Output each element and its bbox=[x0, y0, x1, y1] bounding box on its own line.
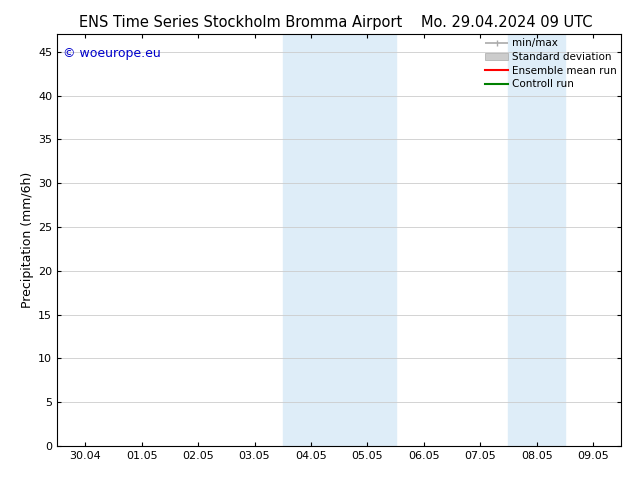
Bar bbox=[508, 34, 565, 446]
Y-axis label: Precipitation (mm/6h): Precipitation (mm/6h) bbox=[21, 172, 34, 308]
Bar bbox=[283, 34, 339, 446]
Bar bbox=[339, 34, 396, 446]
Text: ENS Time Series Stockholm Bromma Airport: ENS Time Series Stockholm Bromma Airport bbox=[79, 15, 403, 30]
Text: © woeurope.eu: © woeurope.eu bbox=[63, 47, 160, 60]
Legend: min/max, Standard deviation, Ensemble mean run, Controll run: min/max, Standard deviation, Ensemble me… bbox=[483, 36, 619, 92]
Text: Mo. 29.04.2024 09 UTC: Mo. 29.04.2024 09 UTC bbox=[422, 15, 593, 30]
